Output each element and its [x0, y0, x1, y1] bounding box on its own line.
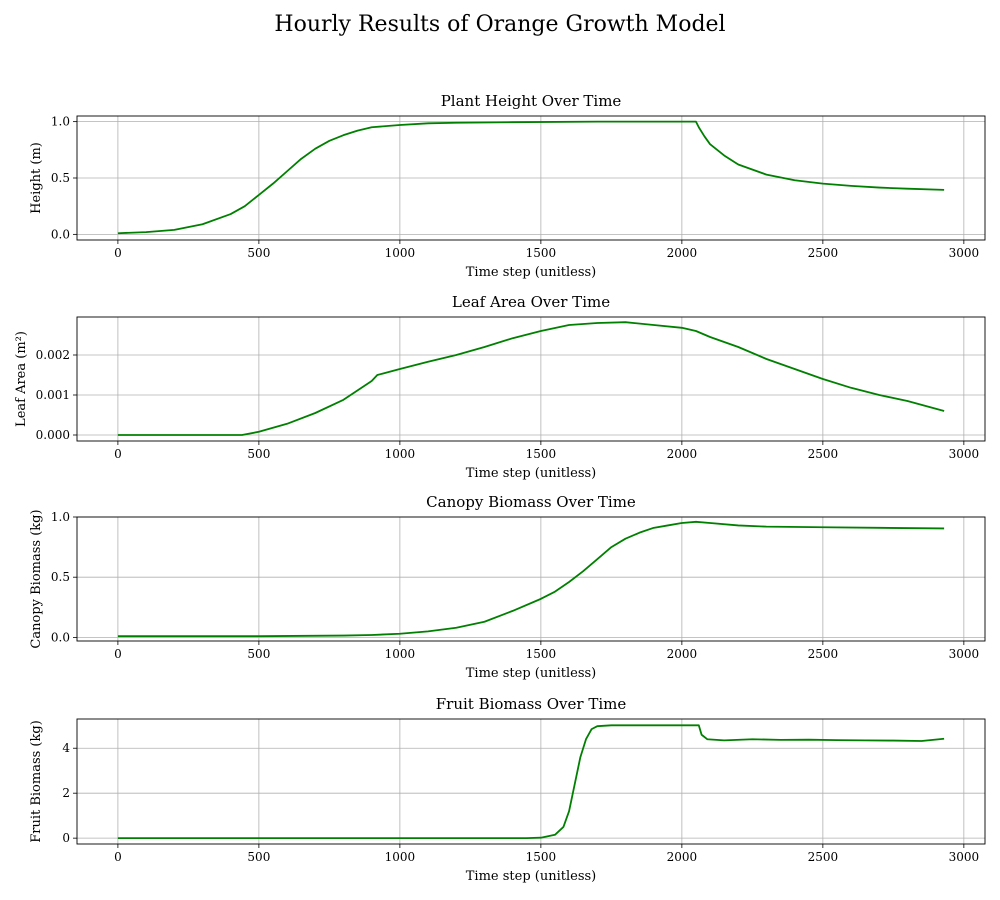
chart-3-ylabel: Canopy Biomass (kg)	[29, 509, 44, 648]
chart-4-xtick-label: 2000	[667, 850, 698, 864]
chart-4-ytick-label: 2	[62, 786, 70, 800]
chart-1-title: Plant Height Over Time	[441, 92, 622, 110]
chart-4-xtick-label: 3000	[949, 850, 980, 864]
chart-2-xlabel: Time step (unitless)	[466, 466, 597, 481]
chart-1-xtick-label: 1000	[385, 246, 416, 260]
chart-2-ytick-label: 0.001	[36, 388, 70, 402]
chart-2-xtick-label: 0	[114, 447, 122, 461]
chart-2-series-line	[117, 321, 945, 436]
chart-4-xtick-label: 0	[114, 850, 122, 864]
chart-1-xtick-label: 1500	[526, 246, 557, 260]
chart-3-xtick-label: 3000	[949, 647, 980, 661]
chart-3-xtick-label: 500	[247, 647, 270, 661]
chart-1-ytick-label: 1.0	[51, 115, 70, 129]
chart-2-xtick-label: 3000	[949, 447, 980, 461]
figure-title: Hourly Results of Orange Growth Model	[274, 12, 726, 37]
chart-1-ylabel: Height (m)	[29, 142, 44, 214]
chart-4-ytick-label: 4	[62, 741, 70, 755]
chart-2-xtick-label: 2000	[667, 447, 698, 461]
chart-1-xtick-label: 3000	[949, 246, 980, 260]
chart-4-xtick-label: 1500	[526, 850, 557, 864]
chart-3-ytick-label: 0.5	[51, 570, 70, 584]
chart-2-axes-frame	[76, 316, 986, 442]
chart-2-ylabel: Leaf Area (m²)	[14, 331, 29, 427]
chart-1-xtick-label: 2000	[667, 246, 698, 260]
chart-1-xtick-label: 500	[247, 246, 270, 260]
chart-1-xlabel: Time step (unitless)	[466, 265, 597, 280]
chart-4-xtick-label: 2500	[808, 850, 839, 864]
chart-3-ytick-label: 1.0	[51, 510, 70, 524]
chart-1-ytick-label: 0.5	[51, 171, 70, 185]
chart-4-xtick-label: 500	[247, 850, 270, 864]
chart-3-xtick-label: 2500	[808, 647, 839, 661]
chart-2-ytick-label: 0.000	[36, 428, 70, 442]
chart-2-xtick-label: 500	[247, 447, 270, 461]
chart-2-title: Leaf Area Over Time	[452, 293, 610, 311]
chart-2-xtick-label: 1500	[526, 447, 557, 461]
chart-1-ytick-label: 0.0	[51, 227, 70, 241]
chart-3-xtick-label: 1500	[526, 647, 557, 661]
chart-3-axes-frame	[76, 516, 986, 642]
chart-1-xtick-label: 0	[114, 246, 122, 260]
chart-4-ylabel: Fruit Biomass (kg)	[29, 720, 44, 843]
chart-4-ytick-label: 0	[62, 831, 70, 845]
chart-4-xlabel: Time step (unitless)	[466, 869, 597, 884]
chart-3-xtick-label: 2000	[667, 647, 698, 661]
chart-2-xtick-label: 2500	[808, 447, 839, 461]
chart-2-xtick-label: 1000	[385, 447, 416, 461]
chart-2-ytick-label: 0.002	[36, 348, 70, 362]
chart-3-xtick-label: 1000	[385, 647, 416, 661]
chart-3-title: Canopy Biomass Over Time	[426, 493, 636, 511]
chart-4-axes-frame	[76, 718, 986, 845]
chart-1-series-line	[117, 120, 945, 235]
chart-4-xtick-label: 1000	[385, 850, 416, 864]
chart-3-ytick-label: 0.0	[51, 630, 70, 644]
chart-1-xtick-label: 2500	[808, 246, 839, 260]
chart-4-title: Fruit Biomass Over Time	[436, 695, 627, 713]
chart-3-xtick-label: 0	[114, 647, 122, 661]
chart-3-xlabel: Time step (unitless)	[466, 666, 597, 681]
chart-4-series-line	[117, 724, 945, 840]
chart-3-series-line	[117, 520, 945, 638]
